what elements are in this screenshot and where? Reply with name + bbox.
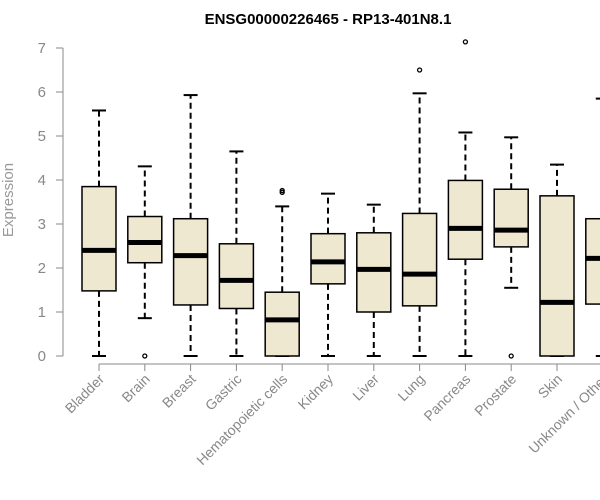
x-tick-label: Breast <box>159 371 199 411</box>
box-12 <box>585 97 600 357</box>
x-tick-label: Gastric <box>202 371 245 414</box>
chart-title: ENSG00000226465 - RP13-401N8.1 <box>205 11 452 28</box>
x-tick-label: Prostate <box>471 371 519 419</box>
outlier-point <box>279 189 285 195</box>
outlier-point <box>462 39 469 45</box>
box-7 <box>356 203 392 357</box>
box-10 <box>493 136 529 359</box>
y-tick-label: 1 <box>38 304 46 321</box>
y-tick-label: 0 <box>38 348 46 365</box>
box-iqr <box>447 179 484 260</box>
box-iqr <box>81 185 117 292</box>
box-iqr <box>218 243 255 310</box>
y-tick-label: 5 <box>38 128 46 145</box>
box-iqr <box>401 212 438 307</box>
box-iqr <box>310 232 346 285</box>
box-iqr <box>539 195 575 357</box>
box-2 <box>127 165 163 359</box>
box-group <box>81 39 600 359</box>
x-tick-label: Lung <box>394 371 427 404</box>
y-tick-label: 3 <box>38 216 46 233</box>
box-iqr <box>172 217 209 306</box>
box-iqr <box>585 217 600 305</box>
outlier-point <box>508 353 514 359</box>
box-8 <box>401 67 438 357</box>
y-tick-label: 4 <box>38 172 46 189</box>
box-iqr <box>493 188 529 248</box>
x-tick-label: Hematopoietic cells <box>193 371 290 468</box>
box-11 <box>539 163 575 357</box>
box-iqr <box>127 215 163 264</box>
box-4 <box>218 150 255 357</box>
x-tick-label: Brain <box>118 371 152 405</box>
x-tick-label: Liver <box>349 371 382 404</box>
y-tick-label: 6 <box>38 84 46 101</box>
x-tick-label: Skin <box>535 371 566 402</box>
y-tick-label: 2 <box>38 260 46 277</box>
box-6 <box>310 192 346 357</box>
x-tick-label: Bladder <box>62 371 108 417</box>
box-1 <box>81 109 117 357</box>
box-3 <box>172 94 209 357</box>
x-tick-label: Pancreas <box>420 371 473 424</box>
box-5 <box>264 187 300 357</box>
y-axis-ticks: 0 1 2 3 4 5 6 7 <box>38 40 63 365</box>
box-iqr <box>356 232 392 313</box>
y-axis-label: Expression <box>0 163 17 237</box>
outlier-point <box>279 187 285 194</box>
x-tick-label: Kidney <box>295 371 337 413</box>
outlier-point <box>142 353 148 359</box>
outlier-point <box>416 67 423 73</box>
box-9 <box>447 39 484 357</box>
y-tick-label: 7 <box>38 40 46 57</box>
box-iqr <box>264 291 300 357</box>
